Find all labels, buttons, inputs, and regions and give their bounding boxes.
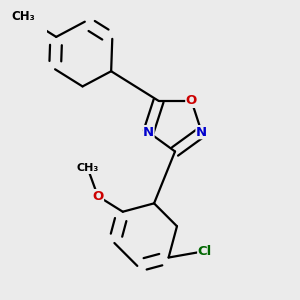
Text: CH₃: CH₃ [12, 10, 36, 23]
Text: N: N [143, 126, 154, 139]
Text: CH₃: CH₃ [76, 164, 99, 173]
Text: O: O [186, 94, 197, 107]
Text: Cl: Cl [198, 245, 212, 258]
Text: O: O [92, 190, 103, 202]
Text: N: N [196, 126, 207, 139]
